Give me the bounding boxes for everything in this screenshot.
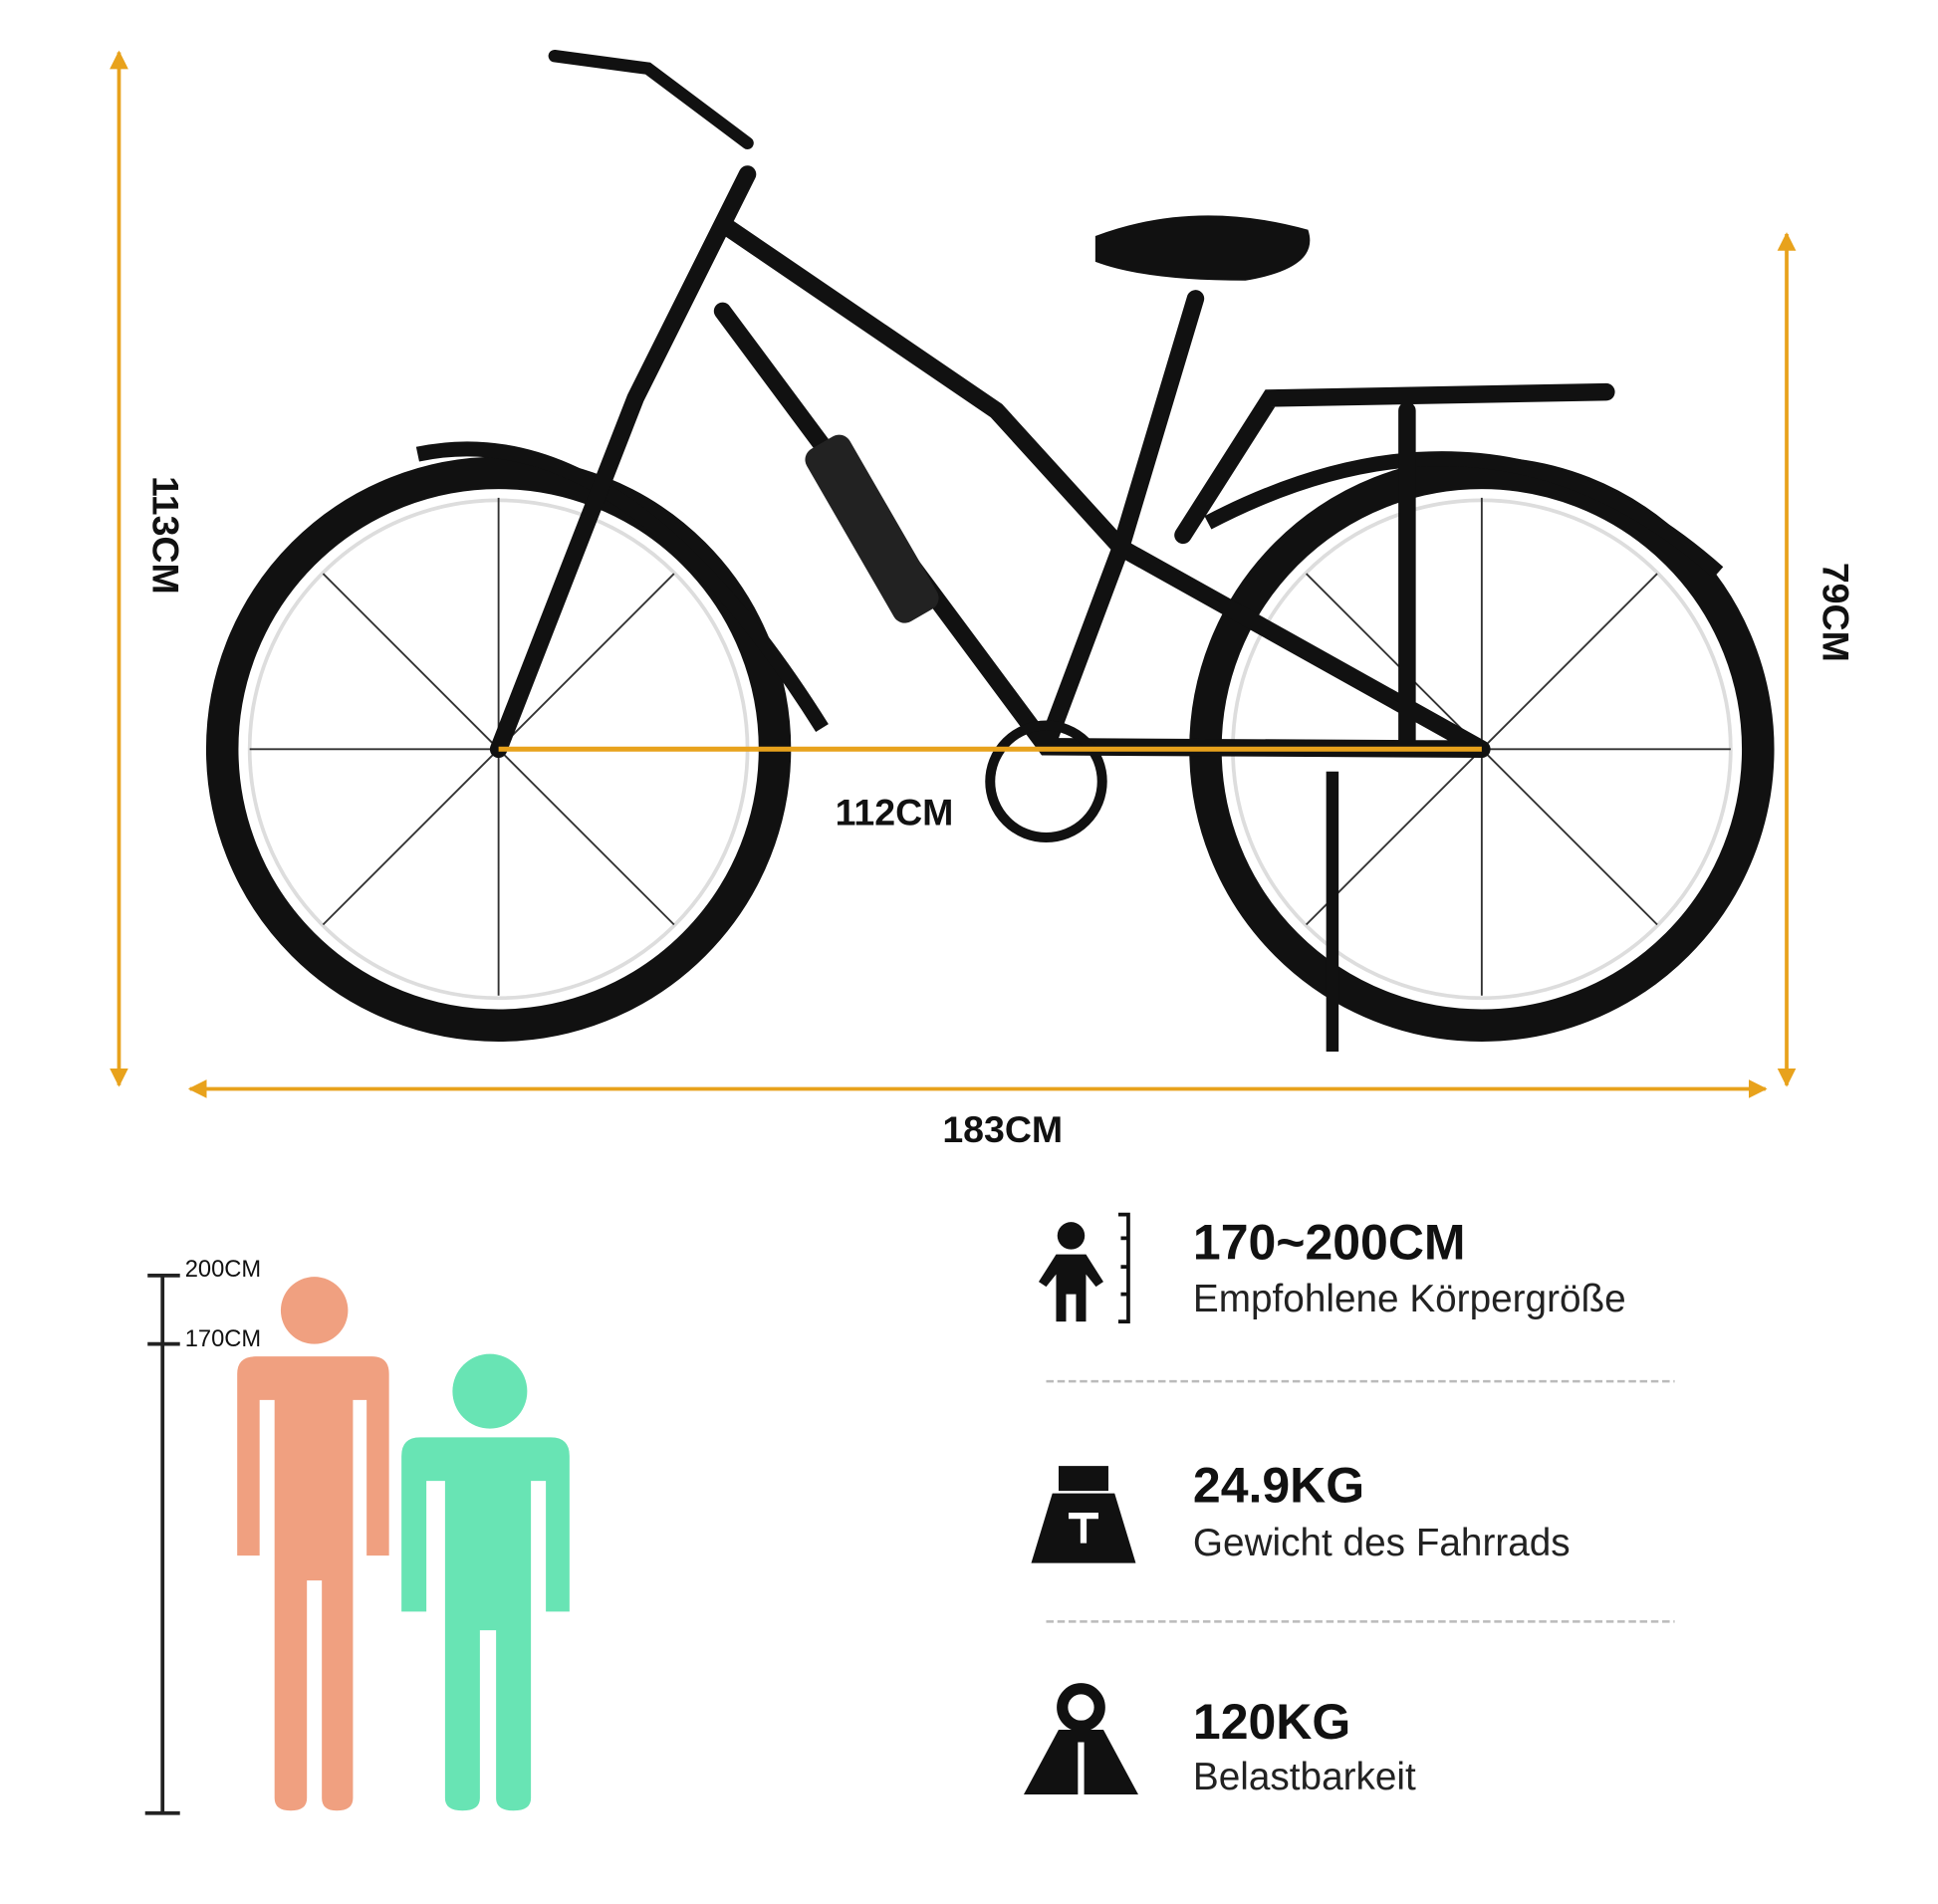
spec-label: Empfohlene Körpergröße	[1193, 1278, 1626, 1320]
wheelbase: 112CM	[836, 791, 954, 833]
spec-value: 120KG	[1193, 1694, 1350, 1750]
dimension-arrows	[110, 50, 1797, 1098]
icon-weight	[1031, 1466, 1136, 1563]
person-short	[401, 1353, 570, 1811]
scale	[144, 1274, 180, 1815]
seat-height: 79CM	[1815, 563, 1856, 662]
icon-load	[1023, 1683, 1138, 1795]
spec-value: 24.9KG	[1193, 1457, 1364, 1513]
spec-label: Belastbarkeit	[1193, 1756, 1416, 1798]
scale-label: 170CM	[185, 1326, 262, 1352]
scale-label: 200CM	[185, 1257, 262, 1283]
spec-label: Gewicht des Fahrrads	[1193, 1522, 1571, 1564]
overall-height: 113CM	[144, 476, 186, 595]
bike	[205, 49, 1775, 1052]
spec-value: 170~200CM	[1193, 1215, 1466, 1271]
icon-height	[1038, 1212, 1130, 1324]
person-tall	[237, 1277, 389, 1811]
overall-length: 183CM	[942, 1108, 1063, 1150]
